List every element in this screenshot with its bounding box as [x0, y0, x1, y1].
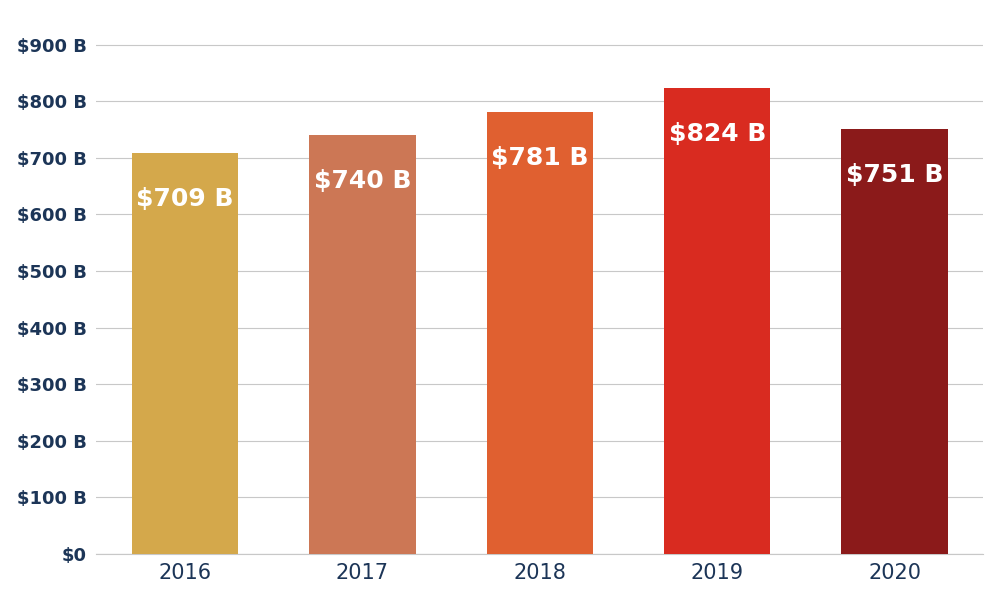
Bar [664, 88, 770, 554]
Bar [132, 153, 238, 554]
Bar [309, 136, 416, 554]
Text: $709 B: $709 B [136, 187, 234, 211]
Text: $781 B: $781 B [491, 146, 589, 170]
Text: $824 B: $824 B [669, 122, 766, 146]
Text: $751 B: $751 B [846, 163, 943, 187]
Bar [487, 112, 593, 554]
Bar [841, 129, 948, 554]
Text: $740 B: $740 B [314, 169, 411, 193]
